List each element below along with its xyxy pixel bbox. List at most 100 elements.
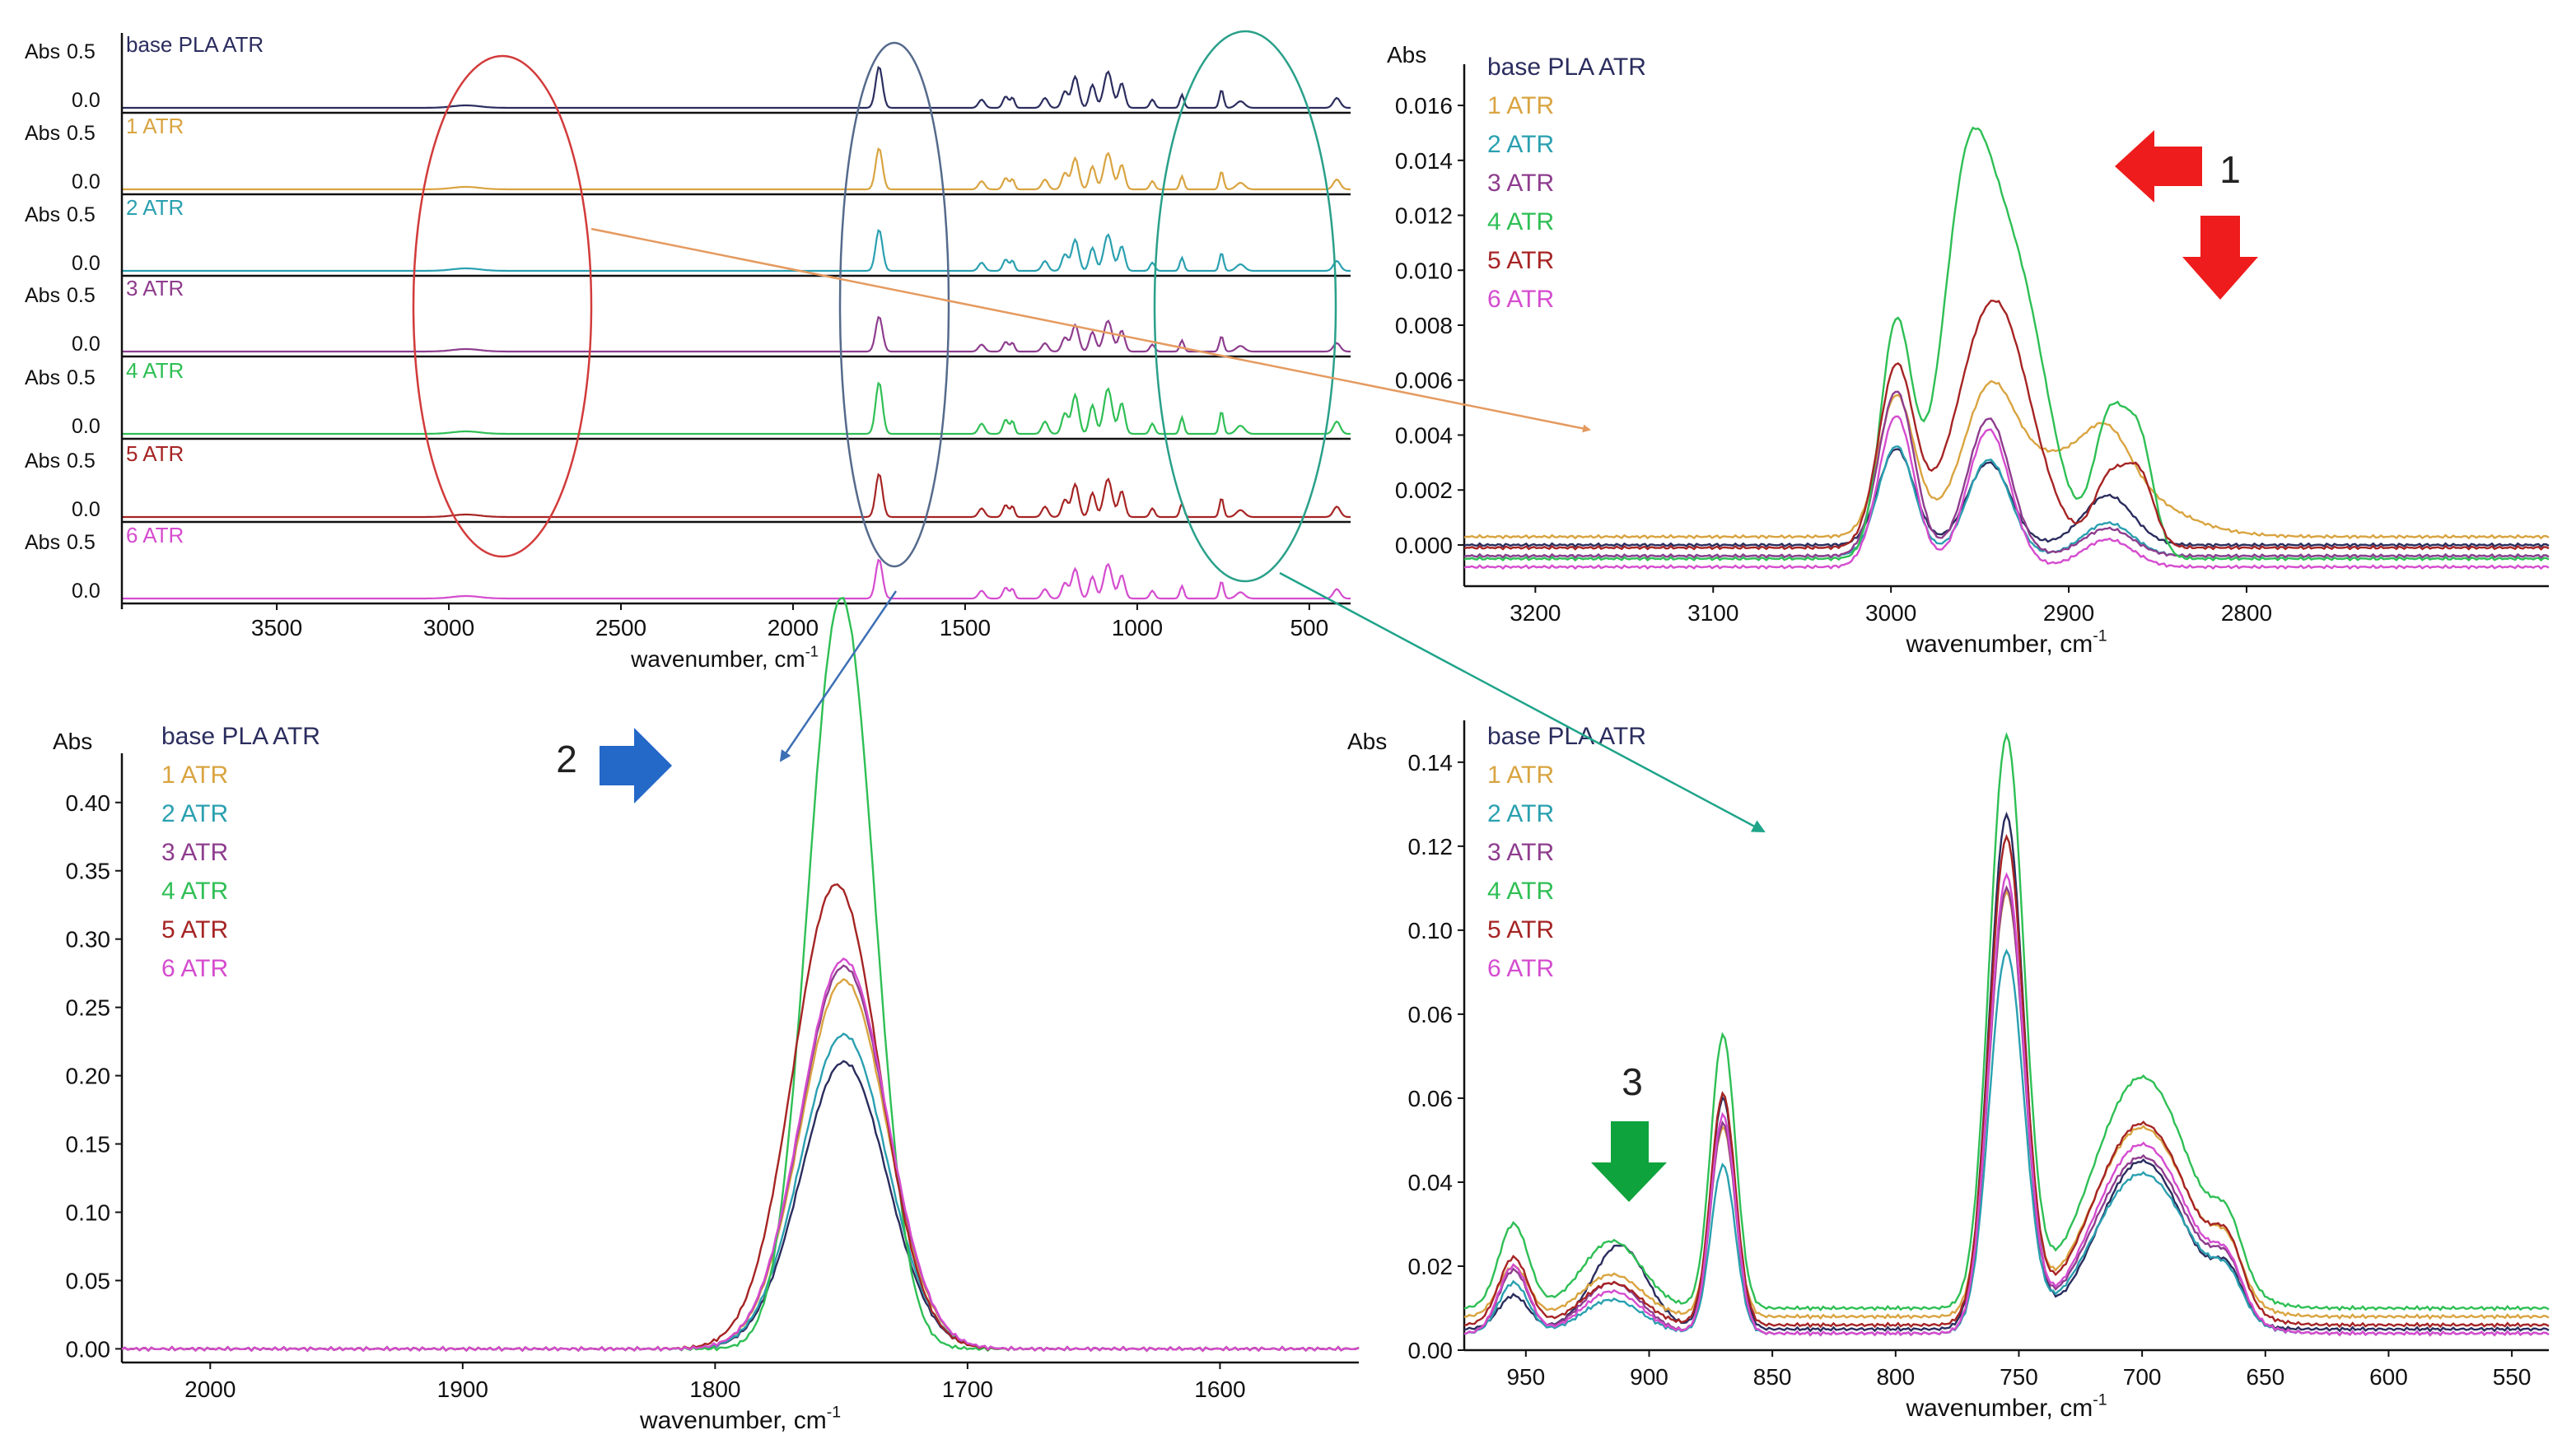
fingerprint-zoom-chart: 950 900 850 800 750 700 650 600 550 0.00 0.02 0.04 0… — [1347, 720, 2550, 1423]
x-axis-label-text: wavenumber, cm — [1905, 631, 2093, 658]
y-tick-label: 0.5 — [67, 122, 96, 145]
legend-item-4-atr: 4 ATR — [161, 878, 228, 905]
x-tick-label: 3200 — [1510, 600, 1561, 626]
x-tick-label: 700 — [2123, 1364, 2162, 1390]
overview-spectrum-4-atr — [122, 381, 1351, 436]
y-tick-label: 0.5 — [67, 284, 96, 307]
x-axis-label: wavenumber, cm-1 — [1905, 627, 2107, 659]
x-tick-label: 1600 — [1194, 1376, 1245, 1402]
legend-item-3-atr: 3 ATR — [1487, 170, 1554, 197]
y-tick-label: 0.0 — [72, 580, 100, 603]
series-line-6-atr — [1463, 872, 2550, 1337]
panel-label-2-atr: 2 ATR — [126, 195, 184, 220]
x-axis-label-sup: -1 — [805, 643, 819, 659]
x-tick-label: 850 — [1753, 1364, 1792, 1390]
down-arrow-icon — [2182, 216, 2258, 300]
x-tick-label: 3000 — [1865, 600, 1916, 626]
series-line-3-atr — [1463, 884, 2550, 1337]
legend-item-1-atr: 1 ATR — [1487, 92, 1554, 119]
x-tick-label: 3500 — [251, 615, 302, 640]
y-tick-label: 0.14 — [1408, 750, 1454, 776]
series-line-4-atr — [1463, 732, 2550, 1312]
x-tick-label: 2000 — [768, 615, 819, 640]
x-tick-label: 1000 — [1112, 615, 1163, 640]
series-line-base-pla-atr — [121, 1060, 1360, 1353]
legend-item-2-atr: 2 ATR — [1487, 131, 1554, 158]
y-tick-label: 0.008 — [1395, 313, 1453, 338]
legend-item-4-atr: 4 ATR — [1487, 208, 1554, 235]
pointer-to-carbonyl-zoom — [779, 590, 898, 762]
series-line-base-pla-atr — [1463, 448, 2550, 548]
x-tick-label: 1700 — [942, 1376, 993, 1402]
legend-item-5-atr: 5 ATR — [1487, 916, 1554, 943]
x-tick-label: 900 — [1630, 1364, 1668, 1390]
x-tick-label: 750 — [2000, 1364, 2038, 1390]
annotation-overlay: 1 2 3 — [556, 130, 2258, 1202]
y-tick-label: 0.02 — [1408, 1254, 1454, 1279]
y-axis-label: Abs — [1387, 42, 1426, 68]
x-tick-label: 550 — [2493, 1364, 2532, 1390]
overview-spectrum-1-atr — [122, 147, 1351, 191]
y-tick-label: 0.0 — [72, 252, 100, 275]
y-tick-label: 0.5 — [67, 40, 96, 63]
y-tick-label: 0.15 — [66, 1132, 111, 1158]
y-tick-label: 0.5 — [67, 366, 96, 389]
series-line-6-atr — [121, 957, 1360, 1353]
series-line-3-atr — [1463, 390, 2550, 559]
y-axis-label: Abs — [53, 729, 92, 754]
overview-spectrum-3-atr — [122, 315, 1351, 353]
panel-label-5-atr: 5 ATR — [126, 441, 184, 466]
x-axis-label: wavenumber, cm-1 — [639, 1404, 841, 1435]
y-tick-label: 0.10 — [1408, 918, 1454, 943]
x-tick-label: 950 — [1506, 1364, 1545, 1390]
series-line-5-atr — [1463, 299, 2550, 551]
y-tick-label: 0.000 — [1395, 533, 1453, 558]
annotation-label-2: 2 — [556, 738, 577, 780]
y-tick-label: 0.5 — [67, 450, 96, 473]
overview-spectrum-2-atr — [122, 229, 1351, 272]
y-tick-label: 0.0 — [72, 415, 100, 438]
x-axis-label-sup: -1 — [827, 1404, 841, 1422]
y-tick-label: 0.5 — [67, 203, 96, 226]
y-tick-label: 0.006 — [1395, 368, 1453, 394]
legend-item-3-atr: 3 ATR — [1487, 839, 1554, 866]
y-tick-label: 0.20 — [66, 1064, 111, 1089]
x-tick-label: 800 — [1876, 1364, 1915, 1390]
down-arrow-icon — [1591, 1121, 1667, 1202]
ch-stretch-zoom-chart: 3200 3100 3000 2900 2800 0.000 0.002 0.004 0.006… — [1387, 42, 2550, 659]
legend-item-base-pla-atr: base PLA ATR — [1487, 723, 1646, 750]
panel-label-3-atr: 3 ATR — [126, 276, 184, 300]
legend-item-4-atr: 4 ATR — [1487, 878, 1554, 905]
pointer-to-fingerprint-zoom — [1279, 571, 1766, 833]
y-tick-label: 0.40 — [66, 790, 111, 816]
x-axis-label: wavenumber, cm-1 — [1905, 1391, 2107, 1423]
legend-item-2-atr: 2 ATR — [1487, 800, 1554, 827]
highlight-oval-C-H-stretch-region — [412, 54, 593, 558]
x-axis-label-sup: -1 — [2093, 1391, 2107, 1409]
panel-label-1-atr: 1 ATR — [126, 114, 184, 138]
x-tick-label: 650 — [2246, 1364, 2284, 1390]
y-tick-label: 0.06 — [1408, 1002, 1454, 1027]
y-tick-label: 0.04 — [1408, 1170, 1454, 1195]
x-tick-label: 2500 — [595, 615, 646, 640]
x-tick-label: 600 — [2369, 1364, 2408, 1390]
series-line-1-atr — [121, 977, 1360, 1353]
series-line-2-atr — [1463, 445, 2550, 559]
panel-label-6-atr: 6 ATR — [126, 523, 184, 547]
series-line-6-atr — [1463, 415, 2550, 571]
y-tick-label: 0.12 — [1408, 834, 1454, 859]
y-tick-label: 0.00 — [66, 1336, 111, 1362]
y-tick-label: 0.014 — [1395, 148, 1453, 174]
legend-item-1-atr: 1 ATR — [161, 762, 228, 789]
y-tick-label: 0.0 — [72, 498, 100, 521]
x-tick-label: 2800 — [2221, 600, 2272, 626]
x-tick-label: 2000 — [184, 1376, 236, 1402]
x-axis-label-sup: -1 — [2093, 627, 2107, 645]
overview-spectrum-6-atr — [122, 558, 1351, 600]
y-tick-label: 0.002 — [1395, 477, 1453, 503]
y-tick-label: 0.004 — [1395, 422, 1453, 448]
y-axis-label: Abs — [25, 366, 60, 389]
y-tick-label: 0.0 — [72, 89, 100, 112]
right-arrow-icon — [600, 728, 672, 804]
